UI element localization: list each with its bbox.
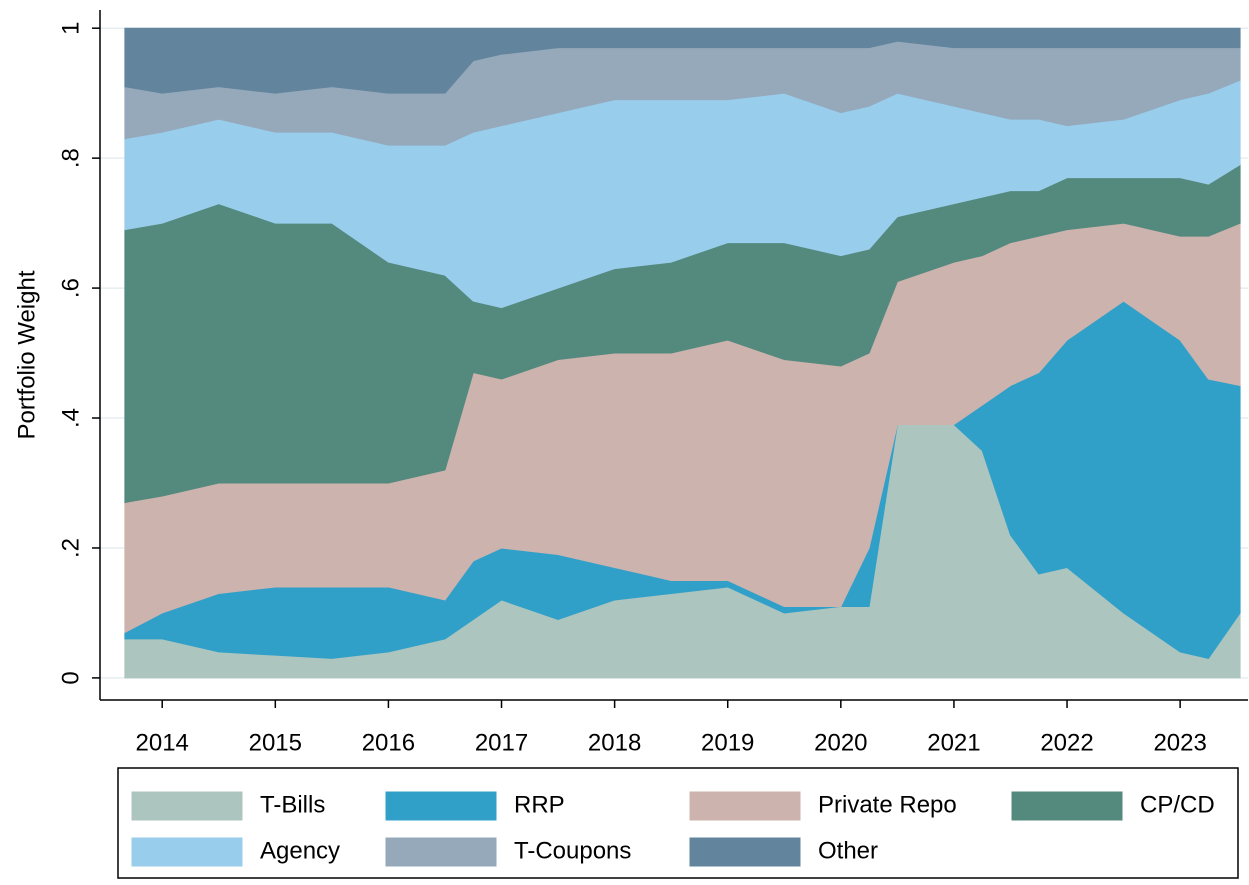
y-tick-label: 1 [57,22,84,35]
x-tick-label: 2015 [249,729,302,756]
x-tick-label: 2016 [362,729,415,756]
legend-label: CP/CD [1140,791,1215,818]
legend-swatch [689,791,801,821]
x-tick-label: 2023 [1153,729,1206,756]
x-tick-label: 2017 [475,729,528,756]
legend-label: Other [818,837,878,864]
legend-swatch [689,837,801,867]
legend-swatch [131,791,243,821]
legend-label: T-Bills [260,791,325,818]
legend-swatch [385,837,497,867]
legend-swatch [1011,791,1123,821]
legend-swatch [131,837,243,867]
y-tick-label: .8 [57,148,84,168]
legend-swatch [385,791,497,821]
x-tick-label: 2022 [1040,729,1093,756]
x-tick-label: 2014 [136,729,189,756]
y-tick-label: .4 [57,408,84,428]
area [124,27,1241,94]
legend-label: Agency [260,837,340,864]
legend-label: RRP [514,791,565,818]
y-axis-label: Portfolio Weight [13,270,40,439]
legend-box [117,767,1239,879]
x-tick-label: 2019 [701,729,754,756]
legend-label: Private Repo [818,791,957,818]
x-tick-label: 2021 [927,729,980,756]
x-tick-label: 2018 [588,729,641,756]
legend-label: T-Coupons [514,837,631,864]
x-tick-label: 2020 [814,729,867,756]
y-tick-label: .6 [57,278,84,298]
y-tick-label: 0 [57,671,84,684]
y-tick-label: .2 [57,538,84,558]
